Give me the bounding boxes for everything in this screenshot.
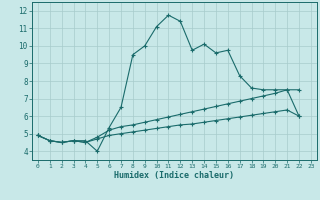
X-axis label: Humidex (Indice chaleur): Humidex (Indice chaleur) — [115, 171, 234, 180]
